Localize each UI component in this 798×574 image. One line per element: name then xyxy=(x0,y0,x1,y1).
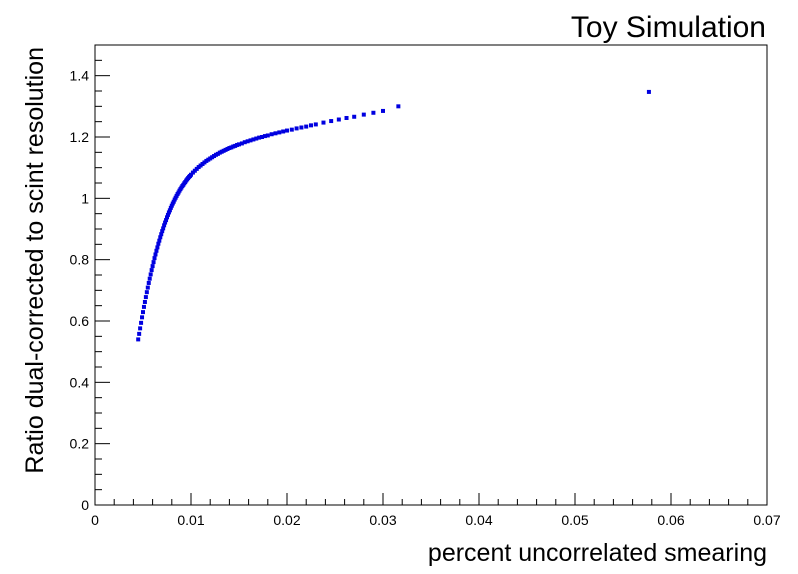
data-point xyxy=(141,310,145,315)
data-point xyxy=(239,141,244,146)
data-point xyxy=(299,125,304,130)
data-point xyxy=(145,285,150,290)
data-point xyxy=(137,331,142,336)
y-tick-label: 1.4 xyxy=(70,68,90,84)
y-tick-label: 1.2 xyxy=(70,129,90,145)
x-tick-label: 0.04 xyxy=(465,512,492,528)
x-tick-label: 0.06 xyxy=(657,512,684,528)
data-point xyxy=(146,280,151,285)
data-point xyxy=(164,218,169,223)
data-point xyxy=(248,138,253,143)
x-axis: 0 0.01 0.02 0.03 0.04 0.05 0.06 0.07 xyxy=(91,493,781,528)
data-point xyxy=(245,139,250,144)
x-tick-label: 0.03 xyxy=(369,512,396,528)
data-point xyxy=(162,223,167,228)
data-point xyxy=(169,203,174,208)
data-point xyxy=(160,229,165,234)
data-point xyxy=(396,104,401,109)
data-point xyxy=(159,232,164,237)
data-point xyxy=(336,117,341,122)
data-point xyxy=(646,89,651,94)
data-point xyxy=(273,131,278,136)
data-point xyxy=(156,241,161,246)
data-point xyxy=(289,127,294,132)
data-point xyxy=(150,264,155,269)
data-point xyxy=(143,295,148,300)
data-point xyxy=(138,326,143,331)
chart-title: Toy Simulation xyxy=(571,11,766,44)
data-point xyxy=(262,134,267,139)
data-point xyxy=(257,135,262,140)
y-tick-label: 0.8 xyxy=(70,252,90,268)
data-point xyxy=(139,320,144,325)
data-point xyxy=(371,110,376,115)
data-point xyxy=(352,114,357,119)
data-point xyxy=(151,260,156,265)
y-axis: 0 0.2 0.4 0.6 0.8 1 1.2 1.4 xyxy=(70,44,110,513)
y-tick-label: 0 xyxy=(81,497,89,513)
data-point xyxy=(313,122,318,127)
x-tick-label: 0.05 xyxy=(561,512,588,528)
data-point xyxy=(277,130,282,135)
data-point xyxy=(361,112,366,117)
data-point xyxy=(154,248,159,253)
data-point xyxy=(147,276,152,281)
y-tick-label: 0.2 xyxy=(70,436,90,452)
data-point xyxy=(158,235,163,240)
data-point xyxy=(189,172,193,177)
data-point xyxy=(167,208,172,213)
data-point xyxy=(168,205,173,210)
data-point xyxy=(251,137,256,142)
data-point xyxy=(144,290,149,295)
data-point xyxy=(153,252,158,257)
y-tick-label: 1 xyxy=(81,190,89,206)
x-axis-title: percent uncorrelated smearing xyxy=(428,539,767,567)
data-point xyxy=(237,142,241,147)
x-tick-label: 0.02 xyxy=(273,512,300,528)
data-point xyxy=(304,124,309,129)
data-point xyxy=(294,126,299,131)
data-point xyxy=(166,210,171,215)
data-point xyxy=(344,115,349,120)
x-tick-label: 0 xyxy=(91,512,99,528)
data-point xyxy=(260,135,265,139)
data-point xyxy=(321,120,326,125)
data-point xyxy=(161,226,166,231)
x-tick-label: 0.07 xyxy=(753,512,780,528)
data-point xyxy=(285,128,289,133)
data-point xyxy=(171,199,176,204)
data-point xyxy=(329,119,334,124)
data-point xyxy=(152,256,157,261)
data-point xyxy=(165,212,170,217)
data-point xyxy=(254,136,259,141)
data-point xyxy=(309,123,313,128)
data-point xyxy=(281,129,286,134)
data-point xyxy=(381,108,385,113)
data-point xyxy=(142,299,147,304)
data-point xyxy=(155,245,160,250)
data-point xyxy=(242,140,247,145)
x-tick-label: 0.01 xyxy=(177,512,204,528)
data-point xyxy=(165,215,169,220)
data-point xyxy=(141,304,146,309)
y-tick-label: 0.4 xyxy=(70,374,90,390)
data-point xyxy=(140,315,145,320)
data-point xyxy=(269,132,274,137)
data-point xyxy=(148,272,153,277)
data-point xyxy=(157,238,162,243)
data-point xyxy=(136,337,141,342)
y-tick-label: 0.6 xyxy=(70,313,90,329)
data-point xyxy=(265,133,270,138)
data-point xyxy=(163,220,168,225)
data-points xyxy=(136,89,651,342)
y-axis-title: Ratio dual-corrected to scint resolution xyxy=(21,47,49,474)
data-point xyxy=(149,268,154,273)
